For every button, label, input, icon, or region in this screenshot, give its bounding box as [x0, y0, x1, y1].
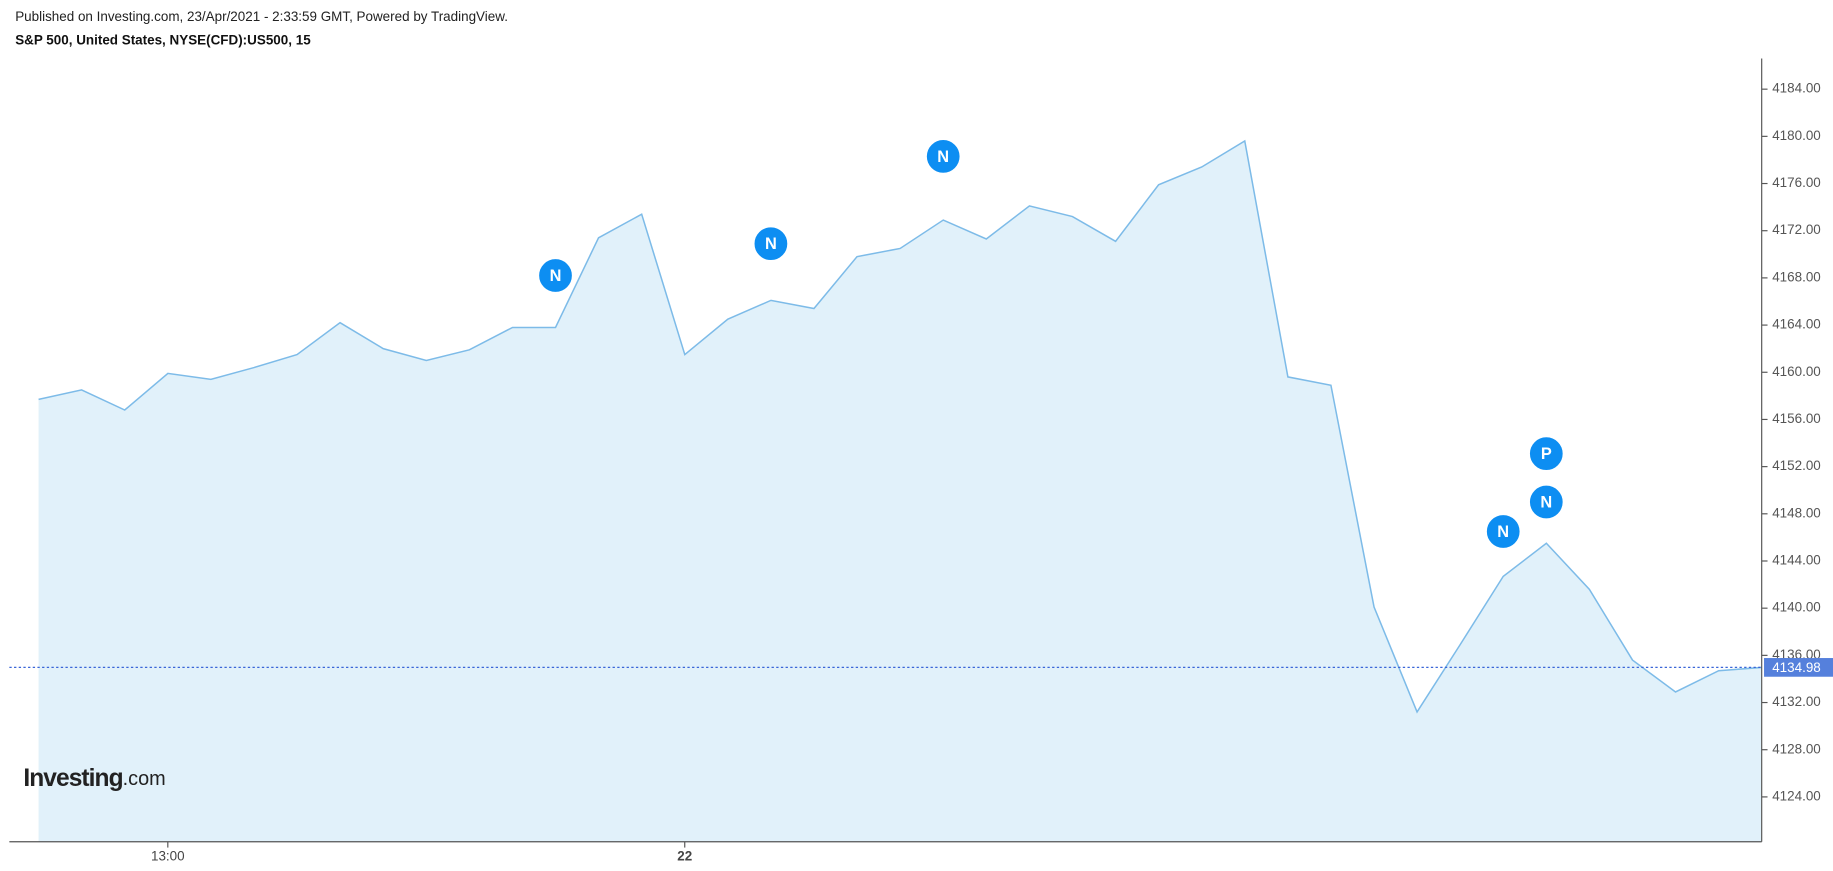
x-tick-label: 22: [677, 848, 692, 863]
event-marker: [1527, 434, 1566, 473]
x-tick-label: 13:00: [151, 848, 185, 863]
event-marker: [924, 137, 962, 176]
y-tick-label: 4148.00: [1772, 505, 1821, 520]
y-tick-label: 4168.00: [1772, 269, 1821, 284]
event-marker: [752, 224, 790, 263]
logo-suffix: .com: [123, 768, 166, 790]
area-fill: [38, 141, 1762, 842]
y-tick-label: 4184.00: [1772, 81, 1821, 96]
y-tick-label: 4132.00: [1772, 694, 1821, 709]
event-label: N: [937, 148, 949, 166]
event-marker: [536, 256, 575, 295]
event-label: N: [765, 235, 777, 253]
y-tick-label: 4180.00: [1772, 128, 1821, 143]
y-tick-label: 4176.00: [1772, 175, 1821, 190]
published-note: Published on Investing.com, 23/Apr/2021 …: [15, 9, 508, 24]
y-tick-label: 4140.00: [1772, 600, 1821, 615]
event-marker: [1484, 512, 1522, 551]
event-label: N: [1540, 494, 1552, 512]
y-tick-label: 4172.00: [1772, 222, 1821, 237]
event-label: P: [1541, 445, 1552, 463]
y-tick-label: 4124.00: [1772, 788, 1821, 803]
chart-title: S&P 500, United States, NYSE(CFD):US500,…: [15, 33, 311, 48]
price-line: [38, 139, 1762, 714]
event-label: N: [550, 267, 562, 285]
last-price-label: 4134.98: [1772, 660, 1821, 675]
event-marker: [1527, 483, 1566, 521]
event-label: N: [1497, 523, 1509, 541]
y-tick-label: 4156.00: [1772, 411, 1821, 426]
last-price-box: [1764, 658, 1833, 677]
y-tick-label: 4128.00: [1772, 741, 1821, 756]
y-tick-label: 4160.00: [1772, 364, 1821, 379]
logo-main: Investing: [23, 765, 122, 792]
logo: Investing.com: [23, 765, 165, 792]
y-tick-label: 4152.00: [1772, 458, 1821, 473]
y-tick-label: 4144.00: [1772, 553, 1821, 568]
y-tick-label: 4164.00: [1772, 317, 1821, 332]
